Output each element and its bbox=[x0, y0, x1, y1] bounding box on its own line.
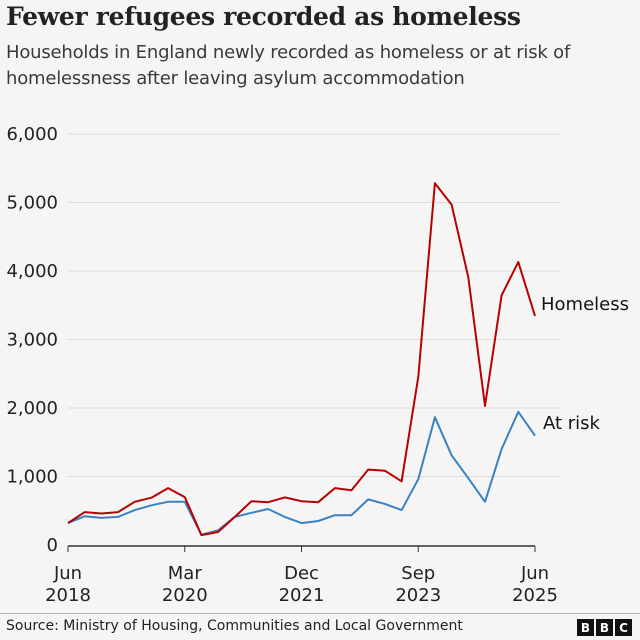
y-tick-label: 1,000 bbox=[6, 467, 58, 488]
series-labels: Homeless At risk bbox=[541, 294, 629, 434]
x-tick-label: Sep bbox=[401, 563, 435, 584]
series-label-homeless: Homeless bbox=[541, 294, 629, 315]
x-tick-label: Dec bbox=[284, 563, 319, 584]
chart-subtitle: Households in England newly recorded as … bbox=[6, 42, 571, 89]
y-axis-ticks: 0 1,000 2,000 3,000 4,000 5,000 6,000 bbox=[6, 124, 58, 556]
series-label-at-risk: At risk bbox=[543, 413, 601, 434]
y-tick-label: 4,000 bbox=[6, 261, 58, 282]
series-line-at-risk bbox=[67, 410, 536, 536]
bbc-logo-letter: B bbox=[577, 619, 594, 636]
y-tick-label: 2,000 bbox=[6, 398, 58, 419]
x-tick-label: Jun bbox=[520, 563, 549, 584]
gridlines bbox=[68, 133, 560, 477]
bbc-logo: B B C bbox=[577, 619, 632, 636]
source-note: Source: Ministry of Housing, Communities… bbox=[6, 618, 463, 634]
x-tick-label: 2021 bbox=[279, 585, 325, 606]
series-line-homeless bbox=[67, 182, 536, 537]
bbc-logo-letter: B bbox=[596, 619, 613, 636]
y-tick-label: 5,000 bbox=[6, 193, 58, 214]
x-tick-label: 2025 bbox=[512, 585, 558, 606]
bbc-logo-letter: C bbox=[615, 619, 632, 636]
series-lines bbox=[67, 182, 536, 537]
y-tick-label: 0 bbox=[47, 535, 58, 556]
x-tick-label: Mar bbox=[168, 563, 203, 584]
x-tick-label: 2023 bbox=[395, 585, 441, 606]
chart-title: Fewer refugees recorded as homeless bbox=[6, 2, 521, 31]
y-tick-label: 6,000 bbox=[6, 124, 58, 145]
y-tick-label: 3,000 bbox=[6, 330, 58, 351]
footer-divider bbox=[0, 613, 640, 614]
x-tick-label: 2020 bbox=[162, 585, 208, 606]
x-tick-label: Jun bbox=[53, 563, 82, 584]
x-tick-label: 2018 bbox=[45, 585, 91, 606]
